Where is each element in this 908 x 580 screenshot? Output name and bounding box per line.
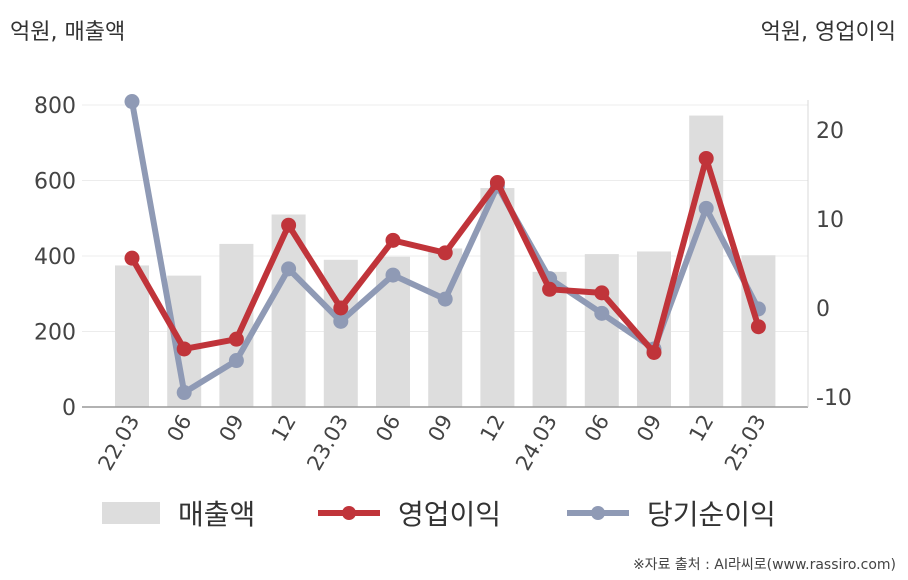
point-op [124, 250, 140, 266]
x-tick-label: 12 [684, 411, 718, 446]
x-tick-label: 22.03 [93, 411, 144, 475]
point-net [124, 94, 140, 110]
left-axis-unit: 억원, 매출액 [10, 20, 126, 45]
legend-item-op: 영업이익 [318, 488, 501, 538]
point-op [385, 232, 401, 248]
point-op [698, 150, 714, 166]
legend-swatch-op [318, 502, 380, 524]
point-net [385, 267, 401, 283]
right-tick-label: 20 [816, 119, 844, 144]
point-net [228, 353, 244, 369]
left-tick-label: 800 [34, 94, 76, 119]
bar-sales [323, 259, 358, 407]
point-net [176, 385, 192, 401]
x-tick-label: 25.03 [720, 411, 771, 475]
point-op [646, 345, 662, 360]
legend: 매출액 영업이익 당기순이익 [0, 488, 908, 538]
x-tick-label: 06 [371, 411, 405, 446]
bar-sales [480, 188, 515, 407]
point-net [281, 261, 297, 277]
x-tick-label: 12 [476, 411, 510, 446]
x-tick-label: 23.03 [302, 411, 353, 475]
legend-label-net: 당기순이익 [647, 498, 776, 531]
point-op [750, 319, 766, 335]
right-tick-label: -10 [816, 386, 852, 411]
legend-label-op: 영업이익 [398, 498, 502, 531]
point-op [542, 281, 558, 297]
left-tick-label: 200 [34, 321, 76, 346]
point-op [176, 341, 192, 357]
point-net [594, 305, 610, 321]
bar-sales [584, 254, 619, 407]
point-op [228, 331, 244, 347]
legend-item-net: 당기순이익 [567, 488, 776, 538]
left-tick-label: 600 [34, 170, 76, 195]
right-tick-label: 10 [816, 208, 844, 233]
right-tick-label: 0 [816, 297, 830, 322]
point-net [333, 313, 349, 329]
left-tick-label: 400 [34, 245, 76, 270]
x-tick-label: 06 [580, 411, 614, 446]
bar-sales [637, 251, 671, 407]
point-op [594, 285, 610, 301]
point-net [698, 200, 714, 216]
x-tick-label: 12 [267, 411, 301, 446]
x-tick-label: 24.03 [511, 411, 562, 475]
bar-sales [115, 265, 149, 407]
bar-sales [219, 243, 254, 407]
legend-item-sales: 매출액 [102, 488, 255, 538]
left-tick-label: 0 [62, 396, 76, 421]
point-op [489, 175, 505, 191]
point-op [333, 300, 349, 316]
point-op [437, 245, 453, 261]
point-op [281, 217, 297, 233]
legend-label-sales: 매출액 [178, 498, 256, 531]
legend-swatch-net [567, 502, 629, 524]
point-net [437, 291, 453, 307]
x-tick-label: 09 [215, 411, 249, 446]
x-tick-label: 06 [162, 411, 196, 446]
x-tick-label: 09 [632, 411, 666, 446]
x-tick-label: 09 [423, 411, 457, 446]
legend-swatch-sales [102, 502, 160, 524]
right-axis-unit: 억원, 영업이익 [760, 20, 896, 45]
source-credit: ※자료 출처 : AI라씨로(www.rassiro.com) [632, 557, 896, 573]
